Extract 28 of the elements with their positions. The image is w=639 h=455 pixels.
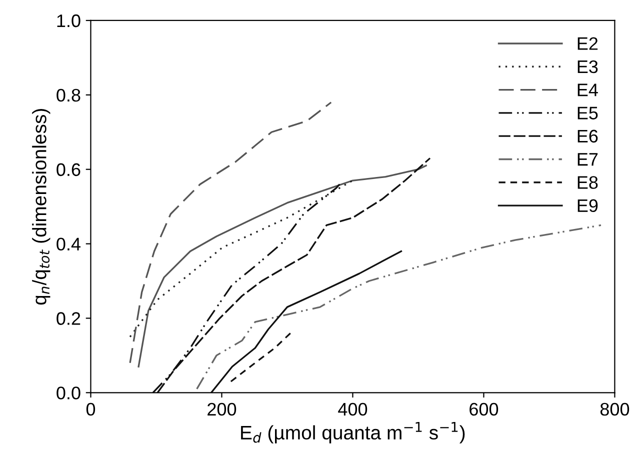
y-tick-label: 0.2 — [56, 312, 80, 325]
y-tick-label: 0.0 — [56, 386, 80, 400]
x-tick-label: 800 — [600, 402, 630, 416]
x-axis-title: E$_{d}$ (µmol quanta m$^{−1}$ s$^{−1}$) — [241, 422, 465, 444]
x-tick-label: 200 — [208, 402, 236, 416]
legend-label: E5 — [578, 106, 598, 120]
line-series — [230, 332, 292, 382]
legend-label: E4 — [578, 84, 598, 96]
line-series — [210, 250, 402, 393]
y-tick-label: 0.8 — [56, 88, 80, 102]
legend-label: E8 — [578, 176, 598, 189]
legend-label: E3 — [578, 60, 598, 74]
line-series — [156, 157, 431, 393]
y-tick-label: 1.0 — [57, 14, 80, 28]
x-tick-label: 0 — [86, 402, 96, 416]
line-series — [138, 164, 427, 368]
legend-label: E6 — [578, 130, 598, 143]
y-tick-label: 0.6 — [56, 163, 80, 176]
legend-label: E7 — [578, 153, 598, 166]
x-tick-label: 400 — [338, 402, 368, 416]
line-series — [129, 102, 332, 364]
legend-label: E2 — [578, 37, 598, 50]
line-series — [129, 180, 354, 338]
y-tick-label: 0.4 — [56, 238, 80, 251]
line-series — [196, 224, 602, 390]
y-axis-title: q$_{n}$/q$_{tot}$ (dimensionless) — [32, 108, 50, 305]
x-tick-label: 600 — [470, 402, 498, 416]
legend-label: E9 — [578, 199, 598, 212]
